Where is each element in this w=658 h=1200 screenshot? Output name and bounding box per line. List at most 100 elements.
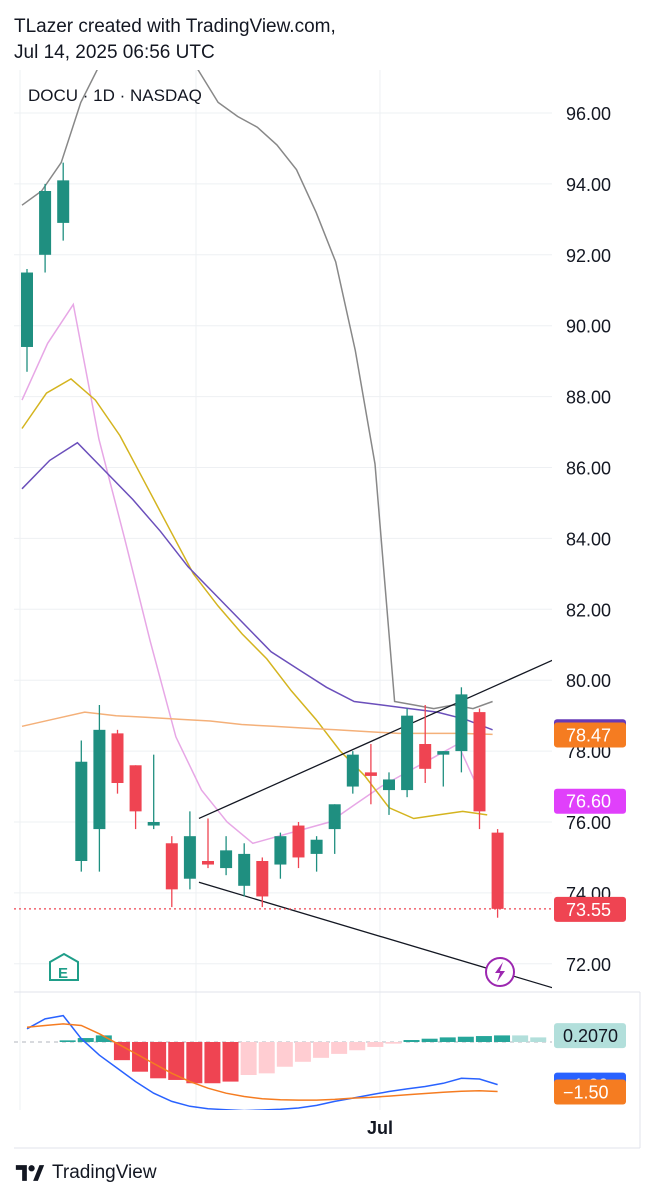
candle-body <box>455 694 468 752</box>
candle <box>346 751 359 794</box>
macd-label-−1.50: −1.50 <box>554 1079 626 1105</box>
candle <box>383 772 395 815</box>
symbol-label: DOCU · 1D · NASDAQ <box>28 86 202 105</box>
macd-label-text: 0.2070 <box>563 1026 618 1046</box>
moving-average-line <box>21 711 493 736</box>
attribution-line-2: Jul 14, 2025 06:56 UTC <box>14 42 215 63</box>
candle <box>419 705 432 784</box>
price-label-76.60: 76.60 <box>554 788 626 814</box>
price-label-text: 76.60 <box>566 792 611 812</box>
candle-body <box>274 836 287 865</box>
candle-body <box>21 272 33 347</box>
y-tick-label: 80.00 <box>566 671 611 691</box>
y-tick-label: 90.00 <box>566 317 611 337</box>
candle-body <box>473 712 486 812</box>
candle <box>455 687 468 773</box>
candle-body <box>491 832 504 909</box>
macd-histogram-bar <box>132 1042 149 1072</box>
candle <box>39 183 52 273</box>
candle-body <box>437 751 450 755</box>
y-tick-label: 96.00 <box>566 104 611 124</box>
candle <box>220 836 233 876</box>
candle-body <box>39 190 52 255</box>
tradingview-logo-icon <box>15 1165 45 1181</box>
macd-histogram-bar <box>457 1036 474 1042</box>
candle <box>93 705 106 872</box>
macd-histogram-bar <box>512 1035 529 1042</box>
candle-body <box>256 860 269 897</box>
signal-line <box>26 1023 498 1101</box>
macd-label-text: −1.50 <box>563 1083 609 1103</box>
trend-line <box>198 659 552 820</box>
attribution-line-1: TLazer created with TradingView.com, <box>14 16 336 37</box>
price-label-78.47: 78.47 <box>554 722 626 748</box>
y-tick-label: 94.00 <box>566 175 611 195</box>
candle <box>292 822 305 869</box>
x-tick-label: Jul <box>367 1118 393 1138</box>
y-tick-label: 72.00 <box>566 955 611 975</box>
candle-body <box>328 804 341 830</box>
footer-brand-label: TradingView <box>52 1162 157 1183</box>
candle-body <box>93 729 106 830</box>
moving-average-line <box>21 377 488 820</box>
macd-label-0.2070: 0.2070 <box>554 1023 626 1049</box>
macd-histogram-bar <box>494 1035 511 1042</box>
candle <box>328 804 341 854</box>
candle <box>202 818 214 869</box>
macd-histogram-bar <box>222 1042 239 1082</box>
moving-average-line <box>21 441 493 731</box>
y-tick-label: 88.00 <box>566 388 611 408</box>
macd-histogram-bar <box>385 1042 402 1044</box>
chart-attribution: TLazer created with TradingView.com, Jul… <box>14 14 336 66</box>
candle <box>238 843 251 897</box>
candle <box>75 740 88 872</box>
y-tick-label: 84.00 <box>566 529 611 549</box>
macd-histogram-bar <box>258 1042 275 1074</box>
price-label-bg <box>554 896 626 922</box>
macd-histogram-bar <box>313 1042 330 1058</box>
candle-body <box>202 860 214 865</box>
price-label-text: 78.47 <box>566 725 611 745</box>
macd-histogram-bar <box>168 1042 185 1080</box>
candle-body <box>129 765 142 812</box>
candle-body <box>220 850 233 869</box>
macd-label-bg <box>554 1023 626 1049</box>
macd-histogram-bar <box>276 1042 293 1067</box>
macd-histogram-bar <box>421 1038 438 1042</box>
macd-histogram-bar <box>186 1042 203 1084</box>
macd-histogram-bar <box>95 1035 112 1042</box>
earnings-e-icon: E <box>49 952 79 982</box>
macd-histogram-bar <box>475 1036 492 1042</box>
price-label-73.55: 73.55 <box>554 896 626 922</box>
y-tick-label: 76.00 <box>566 813 611 833</box>
price-label-bg <box>554 722 626 748</box>
macd-histogram-bar <box>150 1042 167 1079</box>
candle-body <box>57 180 70 223</box>
candle <box>147 754 160 830</box>
macd-pane <box>14 1014 552 1110</box>
moving-average-line <box>21 302 485 845</box>
lightning-icon <box>485 957 515 987</box>
main-pane <box>14 70 552 989</box>
candle-body <box>183 836 196 879</box>
candle-body <box>364 772 377 776</box>
candle-body <box>292 825 305 858</box>
macd-histogram-bar <box>59 1040 76 1042</box>
macd-histogram-bar <box>367 1042 384 1047</box>
macd-line <box>26 1014 498 1110</box>
candle <box>274 832 287 879</box>
candle <box>491 829 504 918</box>
candle <box>21 268 33 372</box>
price-label-text: 73.55 <box>566 900 611 920</box>
macd-histogram-bar <box>530 1037 547 1042</box>
footer-brand[interactable]: TradingView <box>14 1158 157 1188</box>
macd-histogram-bar <box>240 1042 257 1075</box>
candle <box>111 729 124 794</box>
candle-body <box>346 754 359 787</box>
trend-line <box>198 881 552 989</box>
y-tick-label: 82.00 <box>566 600 611 620</box>
candle <box>473 708 486 830</box>
candle <box>129 765 142 830</box>
macd-histogram-bar <box>204 1042 221 1084</box>
